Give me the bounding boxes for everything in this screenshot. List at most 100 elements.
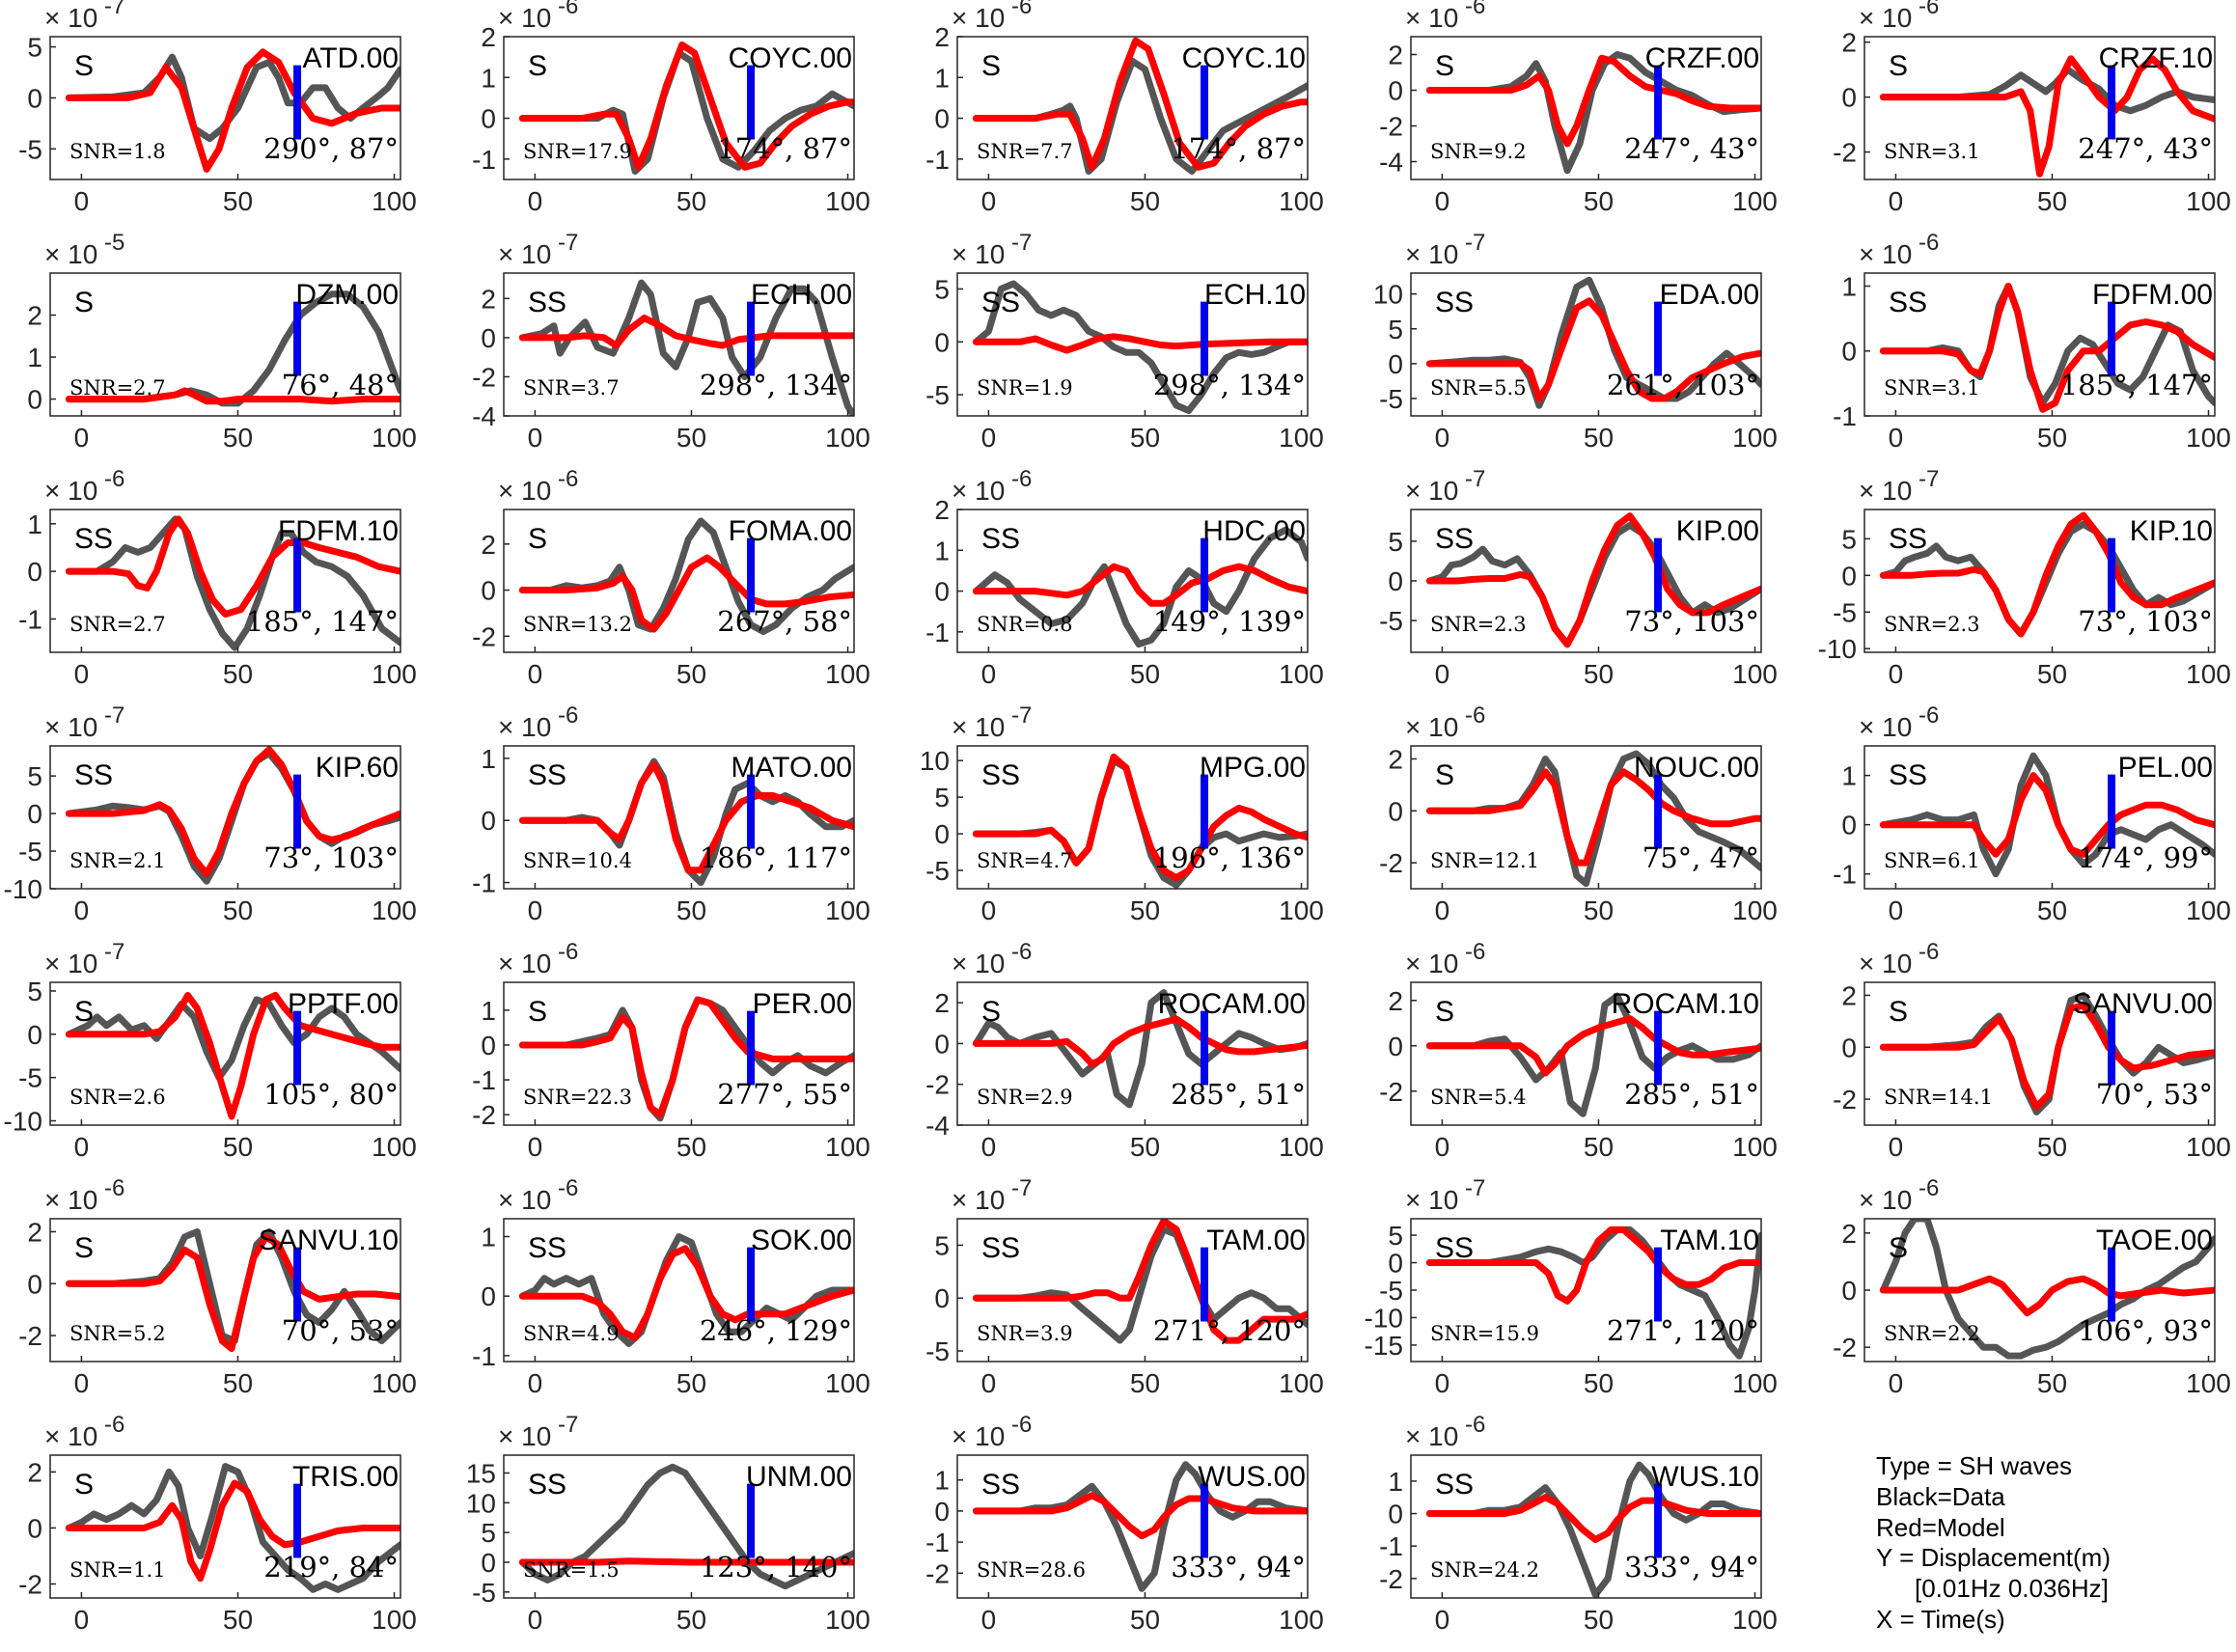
snr-label: SNR=28.6 xyxy=(977,1558,1086,1582)
axes-box xyxy=(49,1218,401,1363)
snr-label: SNR=0.8 xyxy=(977,613,1073,636)
y-exponent: × 10 -6 xyxy=(44,1175,124,1215)
phase-label: SS xyxy=(981,287,1020,318)
y-tick-label: 2 xyxy=(481,530,496,560)
y-tick-label: -5 xyxy=(472,1578,496,1608)
phase-label: S xyxy=(528,523,547,555)
panel-rocam-10: 0 50 100 2 0 -2 × 10 -6 ROCAM.10 S SNR=5.4 285°, 5… xyxy=(1379,939,1778,1162)
snr-label: SNR=22.3 xyxy=(523,1086,632,1109)
station-label: TRIS.00 xyxy=(292,1461,399,1493)
y-tick-label: 2 xyxy=(1388,986,1403,1016)
axes-box xyxy=(49,272,401,417)
x-tick-label: 50 xyxy=(223,1605,253,1635)
y-tick-label: 5 xyxy=(934,274,950,304)
data-trace xyxy=(518,1233,854,1347)
y-exponent: × 10 -7 xyxy=(952,1175,1032,1215)
snr-label: SNR=7.7 xyxy=(977,140,1073,163)
y-exponent: × 10 -5 xyxy=(44,230,124,269)
y-tick-label: -1 xyxy=(925,1528,950,1557)
axes-box xyxy=(1410,36,1762,180)
y-exponent: × 10 -6 xyxy=(952,466,1032,506)
snr-label: SNR=5.4 xyxy=(1430,1086,1527,1109)
y-exponent-power: -6 xyxy=(1912,939,1939,965)
model-trace xyxy=(1425,768,1761,867)
y-tick-label: 0 xyxy=(27,83,42,113)
y-exponent-power: -7 xyxy=(551,230,578,256)
x-tick-label: 50 xyxy=(676,423,706,453)
y-tick-label: 0 xyxy=(934,327,950,357)
axes-box xyxy=(503,36,855,180)
model-trace xyxy=(65,387,400,405)
y-exponent-power: -6 xyxy=(551,939,578,965)
model-trace xyxy=(972,1015,1308,1068)
axes-box xyxy=(49,36,401,180)
y-tick-label: 0 xyxy=(934,577,950,607)
y-tick-label: -2 xyxy=(1379,848,1403,878)
y-tick-label: 2 xyxy=(1841,980,1857,1010)
x-tick-label: 0 xyxy=(1889,895,1904,925)
axes-box xyxy=(956,36,1309,180)
y-tick-label: 2 xyxy=(481,22,496,52)
traces xyxy=(65,48,400,173)
x-tick-label: 100 xyxy=(372,895,417,925)
panel-coyc-00: 0 50 100 2 1 0 -1 × 10 -6 COYC.00 S SNR=17.9 174°, … xyxy=(472,0,870,216)
y-tick-label: 0 xyxy=(1388,1249,1403,1279)
x-tick-label: 0 xyxy=(74,895,90,925)
traces xyxy=(518,1463,854,1590)
y-exponent-power: -6 xyxy=(97,1412,124,1438)
phase-label: S xyxy=(74,50,94,82)
model-trace xyxy=(65,1233,400,1352)
snr-label: SNR=1.5 xyxy=(523,1558,620,1582)
x-tick-label: 50 xyxy=(223,659,253,689)
y-tick-label: 1 xyxy=(481,744,496,774)
angles-label: 73°, 103° xyxy=(263,841,399,874)
x-tick-label: 50 xyxy=(1584,659,1614,689)
snr-label: SNR=4.9 xyxy=(523,1322,620,1345)
angles-label: 219°, 84° xyxy=(263,1551,399,1583)
y-tick-label: -2 xyxy=(1379,1564,1403,1594)
x-tick-label: 100 xyxy=(2186,1132,2231,1162)
y-exponent-power: -6 xyxy=(1912,0,1939,19)
y-exponent-power: -6 xyxy=(1458,939,1485,965)
x-tick-label: 0 xyxy=(528,1605,543,1635)
traces xyxy=(1425,51,1761,175)
y-exponent-power: -6 xyxy=(1005,0,1032,19)
angles-label: 298°, 134° xyxy=(1153,369,1306,401)
phase-label: S xyxy=(528,996,547,1028)
y-tick-label: 2 xyxy=(934,988,950,1018)
y-tick-label: -5 xyxy=(1833,597,1857,627)
y-tick-label: 0 xyxy=(27,1513,42,1543)
traces xyxy=(65,992,400,1120)
station-label: PPTF.00 xyxy=(288,988,399,1020)
angles-label: 73°, 103° xyxy=(1624,605,1759,638)
phase-label: S xyxy=(981,996,1001,1028)
x-tick-label: 100 xyxy=(2186,186,2231,216)
y-exponent: × 10 -7 xyxy=(498,230,578,269)
x-tick-label: 50 xyxy=(676,659,706,689)
model-trace xyxy=(1879,511,2215,638)
phase-label: SS xyxy=(1435,287,1474,318)
x-tick-label: 100 xyxy=(1732,1132,1778,1162)
y-exponent-power: -7 xyxy=(97,939,124,965)
angles-label: 247°, 43° xyxy=(2078,132,2213,165)
y-exponent-power: -7 xyxy=(1005,230,1032,256)
phase-label: SS xyxy=(981,523,1020,555)
traces xyxy=(1425,992,1761,1117)
y-tick-label: 0 xyxy=(27,1020,42,1050)
panel-sanvu-00: 0 50 100 2 0 -2 × 10 -6 SANVU.00 S SNR=14.1 70°, 5… xyxy=(1833,939,2231,1162)
snr-label: SNR=6.1 xyxy=(1884,849,1980,872)
x-tick-label: 50 xyxy=(1584,1132,1614,1162)
y-tick-label: 5 xyxy=(1388,315,1403,344)
angles-label: 277°, 55° xyxy=(717,1078,852,1111)
angles-label: 290°, 87° xyxy=(263,132,399,165)
y-tick-label: 0 xyxy=(1841,1276,1857,1306)
angles-label: 285°, 51° xyxy=(1624,1078,1759,1111)
model-trace xyxy=(1879,772,2215,858)
panel-hdc-00: 0 50 100 2 1 0 -1 × 10 -6 HDC.00 SS SNR=0.8 149°, 1… xyxy=(925,466,1324,689)
traces xyxy=(972,1461,1308,1592)
model-trace xyxy=(972,1492,1308,1540)
